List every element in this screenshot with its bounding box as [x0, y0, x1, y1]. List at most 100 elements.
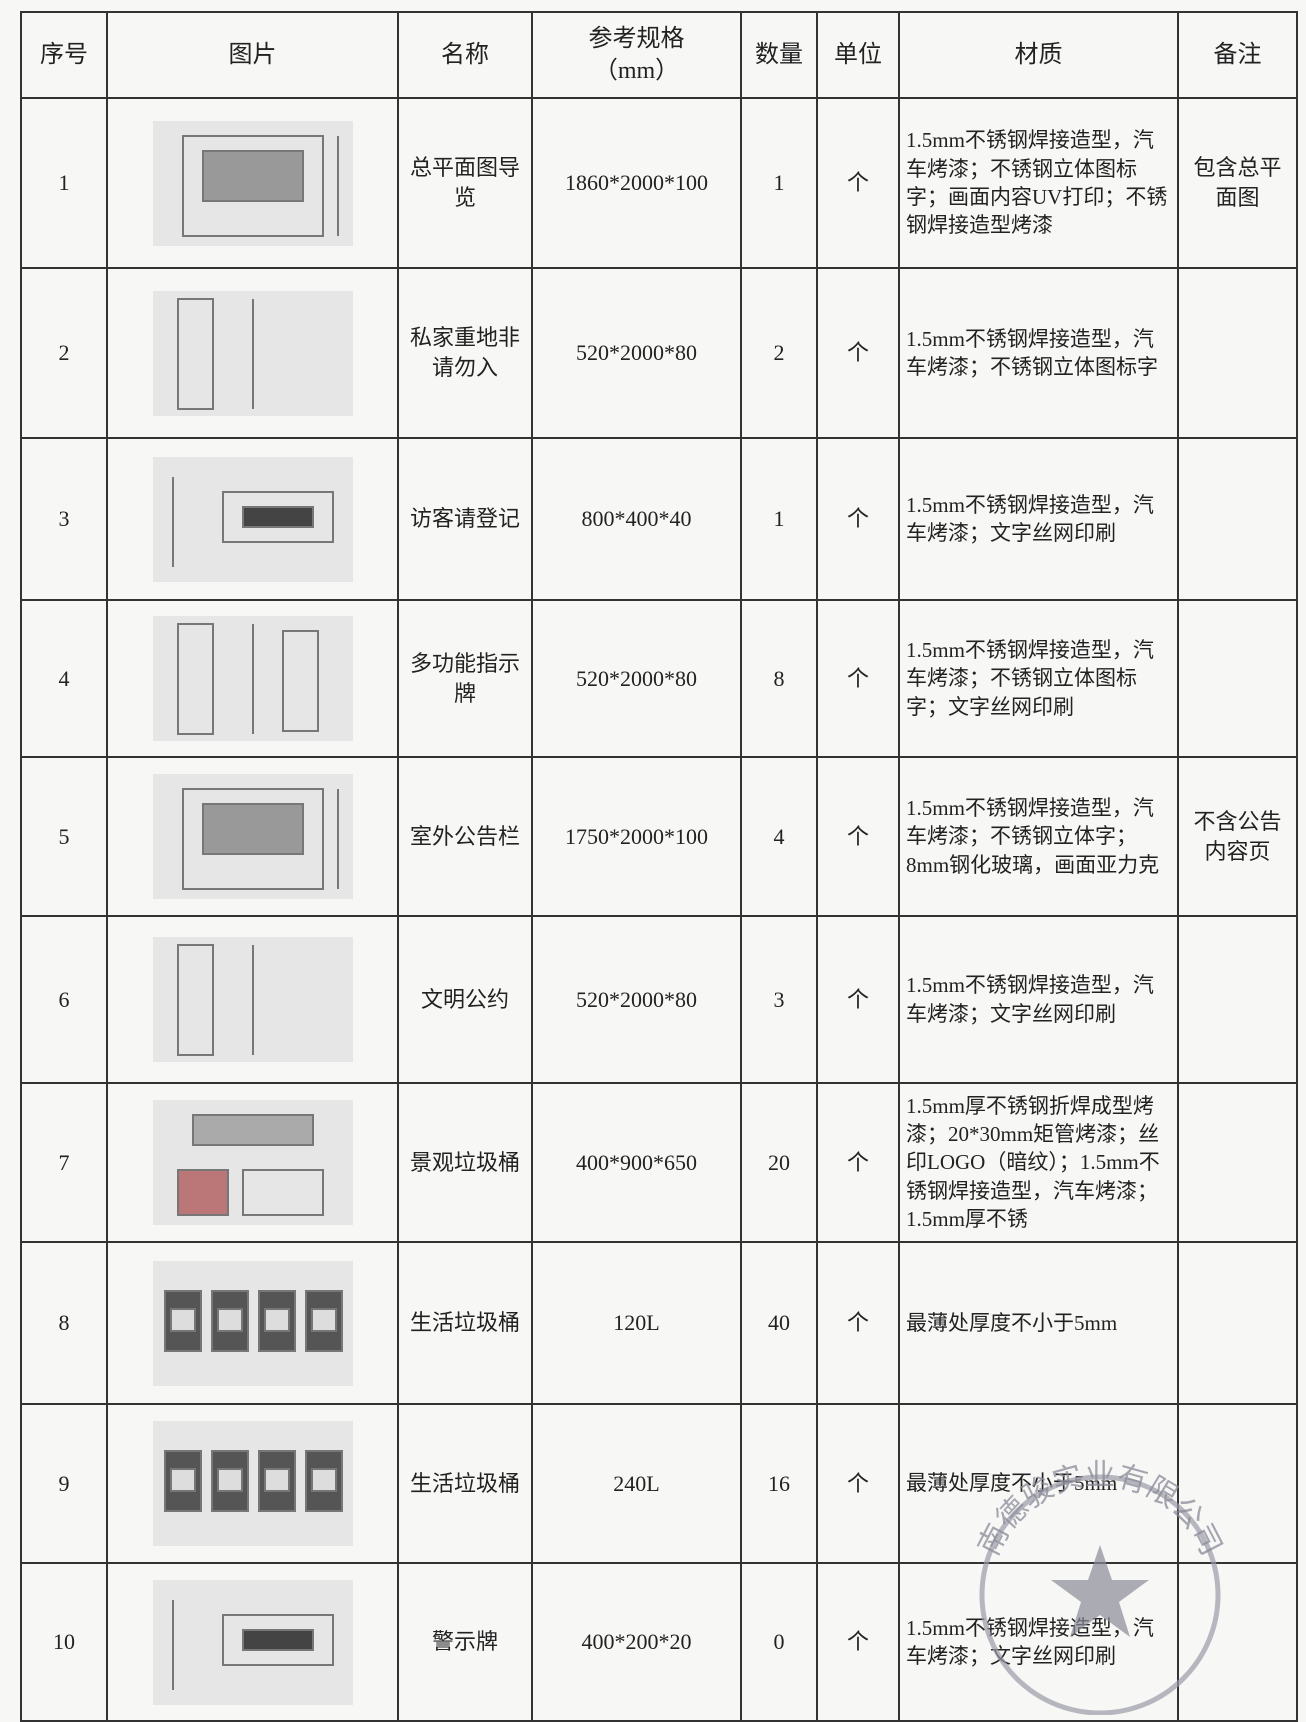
item-material: 1.5mm厚不锈钢折焊成型烤漆；20*30mm矩管烤漆；丝印LOGO（暗纹）；1… — [898, 1082, 1179, 1243]
item-note — [1177, 437, 1298, 601]
sketch — [176, 1169, 229, 1216]
header-cell: 参考规格 （mm） — [531, 11, 742, 99]
item-material: 1.5mm不锈钢焊接造型，汽车烤漆；文字丝网印刷 — [898, 1562, 1179, 1722]
picture-cell — [106, 599, 399, 758]
row-number: 8 — [20, 1241, 108, 1405]
header-cell: 名称 — [397, 11, 533, 99]
table-row: 5 室外公告栏 1750*2000*100 4 个 1.5mm不锈钢焊接造型，汽车烤漆；不… — [20, 756, 1298, 917]
item-material: 最薄处厚度不小于5mm — [898, 1403, 1179, 1564]
item-unit: 个 — [816, 1241, 900, 1405]
item-spec: 800*400*40 — [531, 437, 742, 601]
row-number: 6 — [20, 915, 108, 1084]
sketch — [221, 1613, 334, 1666]
picture — [152, 1100, 353, 1225]
item-note — [1177, 1241, 1298, 1405]
row-number: 7 — [20, 1082, 108, 1243]
item-qty: 20 — [740, 1082, 818, 1243]
item-unit: 个 — [816, 1562, 900, 1722]
table-row: 9 生活垃圾桶 240L 16 个最薄处厚度不小于5mm — [20, 1403, 1298, 1564]
header-row: 序号 图片 名称 参考规格 （mm） 数量 单位 材质 备注 — [20, 11, 1298, 99]
item-material: 1.5mm不锈钢焊接造型，汽车烤漆；不锈钢立体图标字 — [898, 267, 1179, 439]
picture-cell — [106, 267, 399, 439]
item-material: 1.5mm不锈钢焊接造型，汽车烤漆；不锈钢立体图标字；文字丝网印刷 — [898, 599, 1179, 758]
picture — [152, 937, 353, 1062]
item-qty: 3 — [740, 915, 818, 1084]
item-note — [1177, 1562, 1298, 1722]
item-spec: 240L — [531, 1403, 742, 1564]
item-name: 多功能指示牌 — [397, 599, 533, 758]
row-number: 1 — [20, 97, 108, 269]
item-material: 1.5mm不锈钢焊接造型，汽车烤漆；不锈钢立体字；8mm钢化玻璃，画面亚力克 — [898, 756, 1179, 917]
row-number: 9 — [20, 1403, 108, 1564]
table-row: 7 景观垃圾桶 400*900*650 20 个 1.5mm厚不锈钢折焊成型烤漆；20*3… — [20, 1082, 1298, 1243]
sketch — [310, 1307, 337, 1332]
sketch — [241, 505, 314, 528]
table-body: 1 总平面图导览 1860*2000*100 1 个 1.5mm不锈钢焊接造型，汽车烤漆；… — [20, 97, 1298, 1722]
item-name: 景观垃圾桶 — [397, 1082, 533, 1243]
item-name: 文明公约 — [397, 915, 533, 1084]
picture — [152, 616, 353, 741]
sketch — [310, 1468, 337, 1492]
picture-cell — [106, 437, 399, 601]
item-spec: 400*900*650 — [531, 1082, 742, 1243]
sketch — [241, 1628, 314, 1651]
item-material: 1.5mm不锈钢焊接造型，汽车烤漆；文字丝网印刷 — [898, 915, 1179, 1084]
item-name: 警示牌 — [397, 1562, 533, 1722]
item-note: 包含总平面图 — [1177, 97, 1298, 269]
header-cell: 图片 — [106, 11, 399, 99]
table-row: 4 多功能指示牌 520*2000*80 8 个 1.5mm不锈钢焊接造型，汽车烤漆；不锈… — [20, 599, 1298, 758]
item-qty: 16 — [740, 1403, 818, 1564]
sketch — [281, 630, 319, 732]
picture-cell — [106, 1082, 399, 1243]
item-name: 访客请登记 — [397, 437, 533, 601]
item-qty: 0 — [740, 1562, 818, 1722]
sketch — [216, 1307, 243, 1332]
item-qty: 2 — [740, 267, 818, 439]
table-row: 3 访客请登记 800*400*40 1 个 1.5mm不锈钢焊接造型，汽车烤漆；文字丝网… — [20, 437, 1298, 601]
item-name: 室外公告栏 — [397, 756, 533, 917]
item-spec: 520*2000*80 — [531, 599, 742, 758]
item-unit: 个 — [816, 915, 900, 1084]
picture-cell — [106, 756, 399, 917]
header-cell: 单位 — [816, 11, 900, 99]
sketch — [181, 134, 324, 237]
sketch — [241, 1169, 324, 1216]
item-table: 序号 图片 名称 参考规格 （mm） 数量 单位 材质 备注 1 总平面图导览 1860*2000… — [20, 11, 1298, 1722]
row-number: 2 — [20, 267, 108, 439]
sketch — [176, 623, 214, 735]
header-cell: 序号 — [20, 11, 108, 99]
item-material: 最薄处厚度不小于5mm — [898, 1241, 1179, 1405]
header-cell: 备注 — [1177, 11, 1298, 99]
sketch — [221, 490, 334, 543]
item-qty: 40 — [740, 1241, 818, 1405]
picture — [152, 1579, 353, 1705]
row-number: 5 — [20, 756, 108, 917]
table-row: 1 总平面图导览 1860*2000*100 1 个 1.5mm不锈钢焊接造型，汽车烤漆；… — [20, 97, 1298, 269]
row-number: 3 — [20, 437, 108, 601]
sketch — [169, 1468, 196, 1492]
sketch — [216, 1468, 243, 1492]
item-unit: 个 — [816, 267, 900, 439]
picture — [152, 290, 353, 416]
table-row: 8 生活垃圾桶 120L 40 个最薄处厚度不小于5mm — [20, 1241, 1298, 1405]
picture — [152, 1260, 353, 1386]
item-note — [1177, 1082, 1298, 1243]
item-spec: 120L — [531, 1241, 742, 1405]
item-note — [1177, 599, 1298, 758]
sketch — [201, 149, 304, 202]
item-material: 1.5mm不锈钢焊接造型，汽车烤漆；文字丝网印刷 — [898, 437, 1179, 601]
item-spec: 520*2000*80 — [531, 915, 742, 1084]
picture — [152, 1421, 353, 1546]
item-name: 私家重地非请勿入 — [397, 267, 533, 439]
sketch — [191, 1114, 314, 1146]
item-spec: 400*200*20 — [531, 1562, 742, 1722]
item-qty: 1 — [740, 97, 818, 269]
picture-cell — [106, 1562, 399, 1722]
item-qty: 1 — [740, 437, 818, 601]
item-material: 1.5mm不锈钢焊接造型，汽车烤漆；不锈钢立体图标字；画面内容UV打印；不锈钢焊… — [898, 97, 1179, 269]
sketch — [263, 1468, 290, 1492]
sketch — [201, 803, 304, 855]
header-cell: 数量 — [740, 11, 818, 99]
item-name: 生活垃圾桶 — [397, 1403, 533, 1564]
